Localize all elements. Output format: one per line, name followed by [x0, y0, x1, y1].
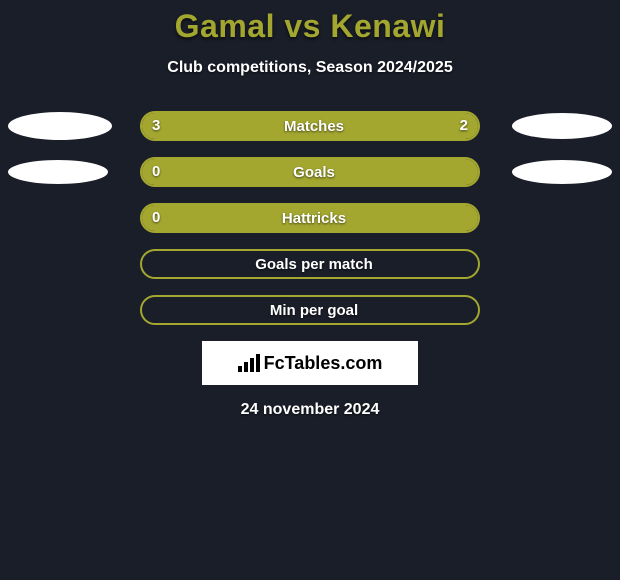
team-left-badge: [8, 112, 112, 140]
stat-rows: 3 Matches 2 0 Goals 0 Hattricks: [0, 111, 620, 325]
page-title: Gamal vs Kenawi: [0, 0, 620, 45]
stat-row-goals-per-match: Goals per match: [0, 249, 620, 279]
stat-label: Min per goal: [142, 297, 478, 325]
source-logo-text: FcTables.com: [238, 353, 383, 374]
stat-label: Goals: [142, 159, 478, 187]
team-right-badge: [512, 113, 612, 139]
stat-row-matches: 3 Matches 2: [0, 111, 620, 141]
snapshot-date: 24 november 2024: [0, 401, 620, 419]
stat-bar: 0 Hattricks: [140, 203, 480, 233]
stat-row-goals: 0 Goals: [0, 157, 620, 187]
stat-row-hattricks: 0 Hattricks: [0, 203, 620, 233]
stat-label: Goals per match: [142, 251, 478, 279]
logo-label: FcTables.com: [264, 353, 383, 374]
source-logo: FcTables.com: [202, 341, 418, 385]
stat-bar: Min per goal: [140, 295, 480, 325]
stat-label: Hattricks: [142, 205, 478, 233]
stat-bar: Goals per match: [140, 249, 480, 279]
stat-row-min-per-goal: Min per goal: [0, 295, 620, 325]
stat-bar: 0 Goals: [140, 157, 480, 187]
team-right-badge: [512, 160, 612, 184]
bars-icon: [238, 354, 260, 372]
stat-value-right: 2: [460, 113, 468, 139]
team-left-badge: [8, 160, 108, 184]
stat-label: Matches: [142, 113, 478, 141]
stat-bar: 3 Matches 2: [140, 111, 480, 141]
page-subtitle: Club competitions, Season 2024/2025: [0, 59, 620, 77]
